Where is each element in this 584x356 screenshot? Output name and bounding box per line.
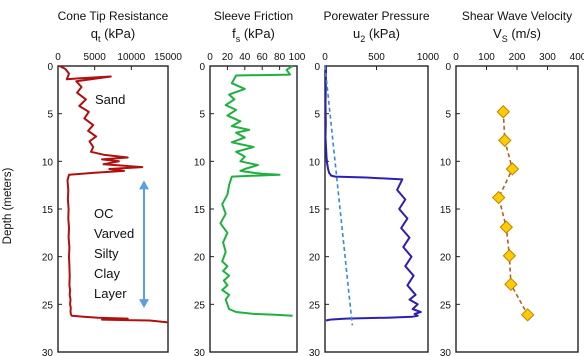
y-axis-label: Depth (meters)	[2, 167, 14, 244]
panel4-series-1-point	[499, 220, 514, 234]
panel2-series-1-line	[219, 65, 294, 317]
panel4-series-1-point	[502, 249, 517, 263]
panel1-xtick-label: 15000	[154, 52, 182, 63]
panel1-xtick-label: 10000	[117, 52, 145, 63]
panel3-ytick-label: 20	[309, 253, 321, 264]
panel3-ytick-label: 10	[309, 157, 321, 168]
clay-layer-arrow-head-bottom	[139, 299, 149, 309]
panel2-xtick-label: 0	[207, 52, 213, 63]
panel1-title: Cone Tip Resistance	[58, 9, 169, 23]
panel4-ytick-label: 30	[440, 348, 452, 356]
panel2-ytick-label: 25	[194, 300, 206, 311]
panel3-series-2-line	[324, 65, 354, 326]
panel1-series-1-line	[59, 65, 169, 324]
panel4-xtick-label: 0	[453, 52, 459, 63]
panel4-ytick-label: 15	[440, 205, 452, 216]
annotation-clay-line: Varved	[94, 226, 134, 241]
panel3-xaxis-label: u2 (kPa)	[353, 26, 400, 44]
panel1-ytick-label: 25	[42, 300, 54, 311]
panel1-ytick-label: 15	[42, 205, 54, 216]
panel4-ytick-label: 20	[440, 253, 452, 264]
panel2-xtick-label: 80	[274, 52, 286, 63]
panel4-series-1-point	[505, 162, 520, 176]
panel3-ytick-label: 0	[314, 62, 320, 73]
panel1-xtick-label: 5000	[84, 52, 107, 63]
panel1-ytick-label: 20	[42, 253, 54, 264]
panel4-ytick-label: 10	[440, 157, 452, 168]
annotation-clay-line: Layer	[94, 286, 127, 301]
panel2-ytick-label: 30	[194, 348, 206, 356]
panel4-series-1-point	[491, 190, 506, 205]
panel4-series-1-point	[498, 133, 512, 148]
panel3-series-1-line	[324, 65, 422, 322]
panel3-xtick-label: 500	[368, 52, 385, 63]
annotation-clay-line: Silty	[94, 246, 119, 261]
panel4-ytick-label: 25	[440, 300, 452, 311]
panel2-ytick-label: 10	[194, 157, 206, 168]
panel4-series-1-line	[497, 111, 529, 316]
panel2-xtick-label: 20	[222, 52, 234, 63]
panel3-title: Porewater Pressure	[323, 9, 429, 23]
panel2-xaxis-label: fs (kPa)	[232, 26, 275, 44]
panel4-xtick-label: 300	[539, 52, 556, 63]
panel1-ytick-label: 10	[42, 157, 54, 168]
panel3-xtick-label: 1000	[417, 52, 440, 63]
clay-layer-arrow-head-top	[139, 180, 149, 190]
panel4-xtick-label: 200	[509, 52, 526, 63]
panel1-frame	[57, 65, 169, 353]
annotation-sand: Sand	[95, 92, 125, 107]
panel3-xtick-label: 0	[322, 52, 328, 63]
panel1-ytick-label: 30	[42, 348, 54, 356]
panel4-xaxis-label: VS (m/s)	[493, 26, 541, 44]
panel2-ytick-label: 15	[194, 205, 206, 216]
panel2-xtick-label: 40	[239, 52, 251, 63]
annotation-clay-line: Clay	[94, 266, 121, 281]
panel3-ytick-label: 30	[309, 348, 321, 356]
panel2-ytick-label: 20	[194, 253, 206, 264]
panel4-series-1-point	[504, 277, 518, 292]
panel2-xtick-label: 60	[257, 52, 269, 63]
panel4-title: Shear Wave Velocity	[462, 9, 572, 23]
panel2-ytick-label: 5	[199, 110, 205, 121]
panel4-series-1-point	[520, 308, 535, 322]
panel1-xaxis-label: qt (kPa)	[91, 26, 135, 44]
annotation-clay-line: OC	[94, 206, 114, 221]
panel3-ytick-label: 5	[314, 110, 320, 121]
panel4-xtick-label: 100	[478, 52, 495, 63]
panel4-ytick-label: 5	[445, 110, 451, 121]
panel2-title: Sleeve Friction	[214, 9, 293, 23]
panel1-ytick-label: 0	[47, 62, 53, 73]
panel1-xtick-label: 0	[55, 52, 61, 63]
panel4-xtick-label: 400	[570, 52, 584, 63]
panel4-series-1-point	[496, 105, 510, 119]
panel1-ytick-label: 5	[47, 110, 53, 121]
panel2-ytick-label: 0	[199, 62, 205, 73]
panel2-xtick-label: 100	[289, 52, 306, 63]
panel4-ytick-label: 0	[445, 62, 451, 73]
panel4-frame	[455, 65, 579, 353]
panel3-ytick-label: 25	[309, 300, 321, 311]
panel3-ytick-label: 15	[309, 205, 321, 216]
